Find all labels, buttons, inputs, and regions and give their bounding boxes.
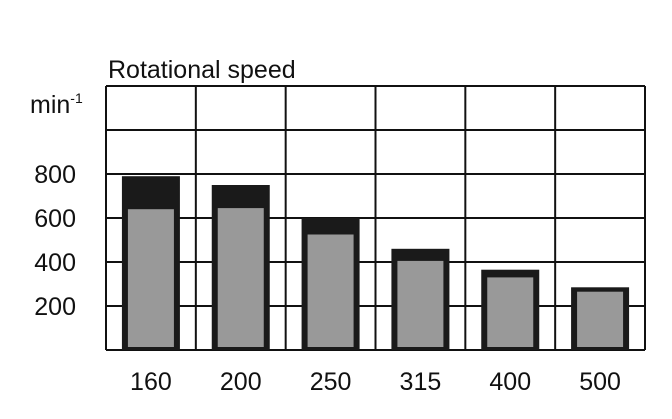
bar-inner <box>307 234 354 347</box>
grid-lines <box>105 85 646 351</box>
x-tick-labels: 160 200 250 315 400 500 <box>130 368 621 396</box>
bar-inner <box>397 260 444 347</box>
y-tick-label: 800 <box>34 161 76 189</box>
x-tick-label: 500 <box>579 368 621 396</box>
y-tick-label: 600 <box>34 205 76 233</box>
chart-title: Rotational speed <box>108 56 296 84</box>
x-tick-label: 160 <box>130 368 172 396</box>
bars <box>121 176 630 350</box>
y-axis-unit-label: min-1 <box>30 90 83 119</box>
y-tick-label: 400 <box>34 249 76 277</box>
y-tick-labels: 200 400 600 800 <box>34 161 76 321</box>
y-axis-unit-exponent: -1 <box>70 90 83 106</box>
x-tick-label: 315 <box>400 368 442 396</box>
x-tick-label: 250 <box>310 368 352 396</box>
y-tick-label: 200 <box>34 293 76 321</box>
bar-inner <box>487 277 534 347</box>
x-tick-label: 400 <box>489 368 531 396</box>
y-axis-unit: min <box>30 91 70 119</box>
bar-inner <box>577 291 624 347</box>
bar-inner <box>127 209 174 347</box>
bar-inner <box>217 208 264 347</box>
x-tick-label: 200 <box>220 368 262 396</box>
